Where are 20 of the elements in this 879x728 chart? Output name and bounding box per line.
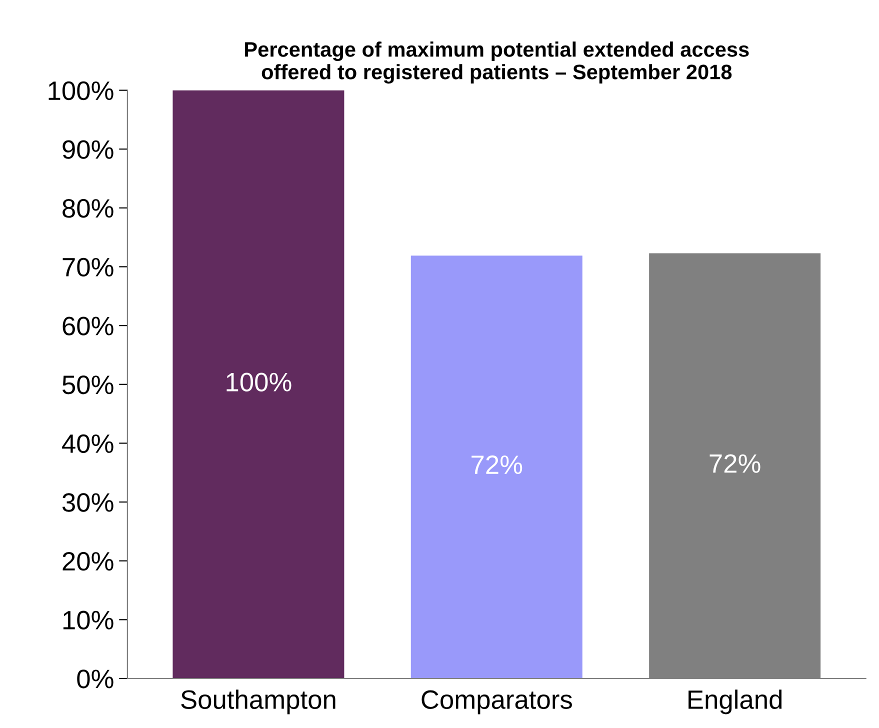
y-tick-label: 70% (62, 258, 114, 277)
y-tick-label: 20% (62, 552, 114, 571)
y-tick-label: 50% (62, 376, 114, 394)
y-tick-label: 10% (63, 610, 114, 630)
x-tick-label: Comparators (422, 690, 572, 714)
y-tick-label: 90% (62, 140, 114, 159)
chart-title: Percentage of maximum potential extended access offered to registered patients – September 2018 (245, 42, 749, 84)
x-tick-label: Southampton (181, 690, 336, 714)
bar (410, 256, 582, 678)
x-tick-label: England (688, 690, 782, 714)
y-tick-label: 80% (62, 199, 114, 218)
y-tick-label: 40% (62, 434, 114, 454)
y-tick-label: 60% (62, 316, 114, 336)
data-label: 72% (710, 454, 760, 473)
data-label: 72% (472, 455, 522, 474)
data-label: 100% (226, 372, 292, 392)
bar (172, 90, 344, 678)
y-tick-label: 100% (48, 81, 114, 100)
y-tick-label: 30% (62, 493, 114, 512)
y-tick-label: 0% (77, 670, 114, 688)
